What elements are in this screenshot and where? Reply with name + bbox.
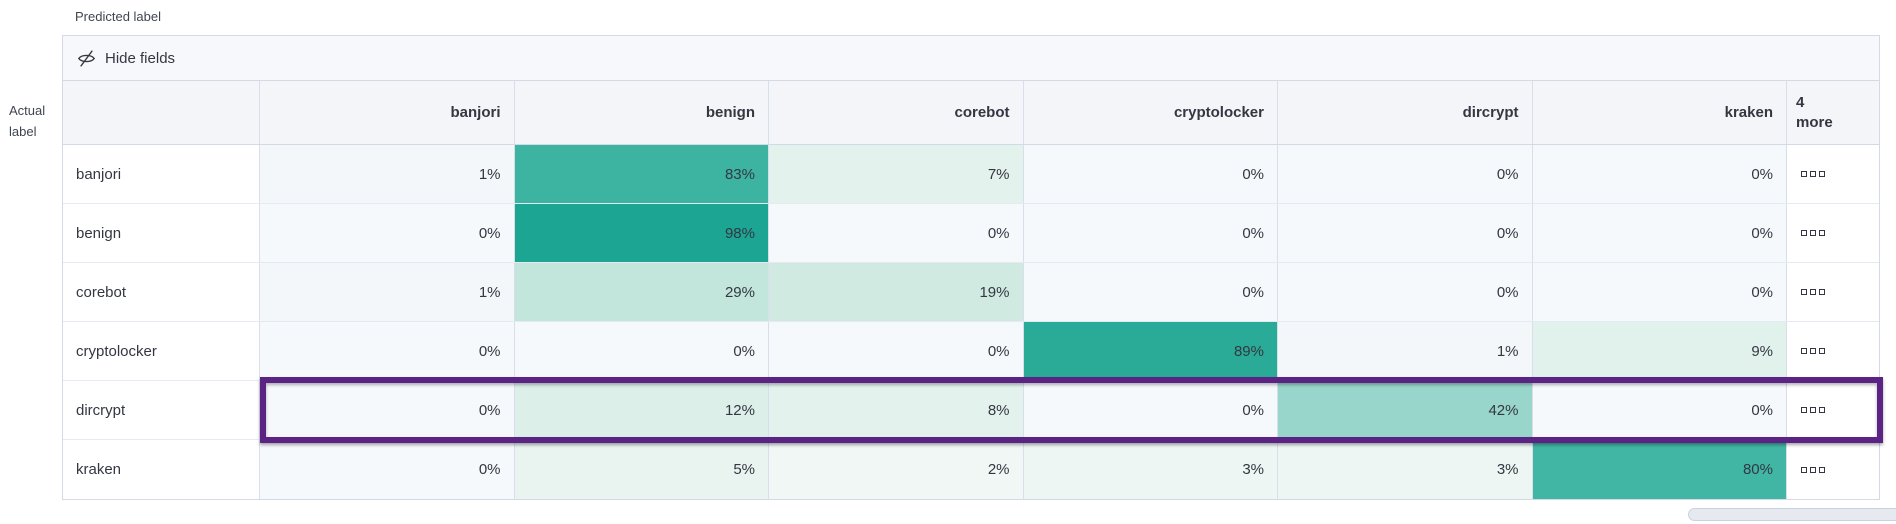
row-label-banjori[interactable]: banjori bbox=[63, 145, 260, 203]
row-label-benign[interactable]: benign bbox=[63, 204, 260, 262]
row-label-kraken[interactable]: kraken bbox=[63, 440, 260, 499]
hide-fields-button[interactable]: Hide fields bbox=[77, 49, 175, 68]
table-row-banjori: banjori 1% 83% 7% 0% 0% 0% bbox=[63, 145, 1879, 204]
cell-kraken-cryptolocker[interactable]: 3% bbox=[1023, 440, 1278, 499]
cell-cryptolocker-banjori[interactable]: 0% bbox=[260, 322, 515, 380]
cell-kraken-dircrypt[interactable]: 3% bbox=[1278, 440, 1533, 499]
column-header-corebot[interactable]: corebot bbox=[769, 81, 1024, 144]
cell-banjori-dircrypt[interactable]: 0% bbox=[1278, 145, 1533, 203]
cell-banjori-kraken[interactable]: 0% bbox=[1532, 145, 1787, 203]
row-actions-cell bbox=[1787, 381, 1879, 439]
cell-kraken-banjori[interactable]: 0% bbox=[260, 440, 515, 499]
cell-banjori-banjori[interactable]: 1% bbox=[260, 145, 515, 203]
cell-benign-banjori[interactable]: 0% bbox=[260, 204, 515, 262]
cell-cryptolocker-dircrypt[interactable]: 1% bbox=[1278, 322, 1533, 380]
boxes-horizontal-icon[interactable] bbox=[1801, 407, 1825, 413]
cell-corebot-banjori[interactable]: 1% bbox=[260, 263, 515, 321]
cell-kraken-kraken[interactable]: 80% bbox=[1532, 440, 1787, 499]
row-actions-cell bbox=[1787, 145, 1879, 203]
table-row-dircrypt: dircrypt 0% 12% 8% 0% 42% 0% bbox=[63, 377, 1883, 443]
matrix-rows: banjori 1% 83% 7% 0% 0% 0% benign 0% 98% 0% 0% 0% 0% c… bbox=[63, 145, 1883, 499]
row-label-dircrypt[interactable]: dircrypt bbox=[63, 381, 260, 439]
boxes-horizontal-icon[interactable] bbox=[1801, 171, 1825, 177]
hide-fields-label: Hide fields bbox=[105, 49, 176, 67]
table-row-corebot: corebot 1% 29% 19% 0% 0% 0% bbox=[63, 263, 1879, 322]
cell-benign-dircrypt[interactable]: 0% bbox=[1278, 204, 1533, 262]
table-row-kraken: kraken 0% 5% 2% 3% 3% 80% bbox=[63, 440, 1879, 499]
cell-benign-kraken[interactable]: 0% bbox=[1532, 204, 1787, 262]
more-columns-word: more bbox=[1796, 113, 1833, 131]
cell-corebot-corebot[interactable]: 19% bbox=[769, 263, 1024, 321]
cell-dircrypt-dircrypt[interactable]: 42% bbox=[1278, 381, 1533, 439]
column-header-cryptolocker[interactable]: cryptolocker bbox=[1024, 81, 1278, 144]
cell-banjori-benign[interactable]: 83% bbox=[514, 145, 769, 203]
cell-corebot-cryptolocker[interactable]: 0% bbox=[1023, 263, 1278, 321]
cell-cryptolocker-cryptolocker[interactable]: 89% bbox=[1023, 322, 1278, 380]
column-header-banjori[interactable]: banjori bbox=[260, 81, 515, 144]
actual-label-line2: label bbox=[9, 124, 37, 139]
cell-dircrypt-kraken[interactable]: 0% bbox=[1532, 381, 1787, 439]
row-actions-cell bbox=[1787, 440, 1879, 499]
cell-benign-benign[interactable]: 98% bbox=[514, 204, 769, 262]
row-label-cryptolocker[interactable]: cryptolocker bbox=[63, 322, 260, 380]
cell-banjori-corebot[interactable]: 7% bbox=[769, 145, 1024, 203]
actual-label-line1: Actual bbox=[9, 103, 46, 118]
cell-dircrypt-banjori[interactable]: 0% bbox=[260, 381, 515, 439]
cell-dircrypt-cryptolocker[interactable]: 0% bbox=[1023, 381, 1278, 439]
cell-kraken-benign[interactable]: 5% bbox=[514, 440, 769, 499]
confusion-matrix-grid: Hide fields banjori benign corebot cryptolo… bbox=[62, 35, 1883, 500]
column-header-kraken[interactable]: kraken bbox=[1533, 81, 1787, 144]
cell-corebot-benign[interactable]: 29% bbox=[514, 263, 769, 321]
eye-closed-icon bbox=[77, 49, 96, 68]
header-row: banjori benign corebot cryptolocker dircrypt… bbox=[63, 81, 1879, 145]
row-actions-cell bbox=[1787, 263, 1879, 321]
row-actions-cell bbox=[1787, 204, 1879, 262]
column-header-dircrypt[interactable]: dircrypt bbox=[1278, 81, 1533, 144]
column-header-benign[interactable]: benign bbox=[515, 81, 769, 144]
cell-kraken-corebot[interactable]: 2% bbox=[769, 440, 1024, 499]
boxes-horizontal-icon[interactable] bbox=[1801, 289, 1825, 295]
cell-cryptolocker-corebot[interactable]: 0% bbox=[769, 322, 1024, 380]
table-row-cryptolocker: cryptolocker 0% 0% 0% 89% 1% 9% bbox=[63, 322, 1879, 381]
boxes-horizontal-icon[interactable] bbox=[1801, 348, 1825, 354]
predicted-label-axis: Predicted label bbox=[75, 9, 161, 24]
boxes-horizontal-icon[interactable] bbox=[1801, 230, 1825, 236]
boxes-horizontal-icon[interactable] bbox=[1801, 466, 1825, 473]
row-label-corebot[interactable]: corebot bbox=[63, 263, 260, 321]
cell-dircrypt-corebot[interactable]: 8% bbox=[769, 381, 1024, 439]
cell-corebot-kraken[interactable]: 0% bbox=[1532, 263, 1787, 321]
cell-corebot-dircrypt[interactable]: 0% bbox=[1278, 263, 1533, 321]
grid-toolbar: Hide fields bbox=[63, 36, 1879, 81]
table-row-benign: benign 0% 98% 0% 0% 0% 0% bbox=[63, 204, 1879, 263]
cell-cryptolocker-kraken[interactable]: 9% bbox=[1532, 322, 1787, 380]
corner-cell bbox=[63, 81, 260, 144]
cell-benign-corebot[interactable]: 0% bbox=[769, 204, 1024, 262]
more-columns-count: 4 bbox=[1796, 93, 1805, 111]
cell-cryptolocker-benign[interactable]: 0% bbox=[514, 322, 769, 380]
cell-benign-cryptolocker[interactable]: 0% bbox=[1023, 204, 1278, 262]
more-columns-header: 4 more bbox=[1787, 81, 1879, 144]
row-actions-cell bbox=[1787, 322, 1879, 380]
horizontal-scrollbar-thumb[interactable] bbox=[1688, 508, 1896, 521]
cell-dircrypt-benign[interactable]: 12% bbox=[514, 381, 769, 439]
actual-label-axis: Actual label bbox=[9, 100, 45, 142]
cell-banjori-cryptolocker[interactable]: 0% bbox=[1023, 145, 1278, 203]
